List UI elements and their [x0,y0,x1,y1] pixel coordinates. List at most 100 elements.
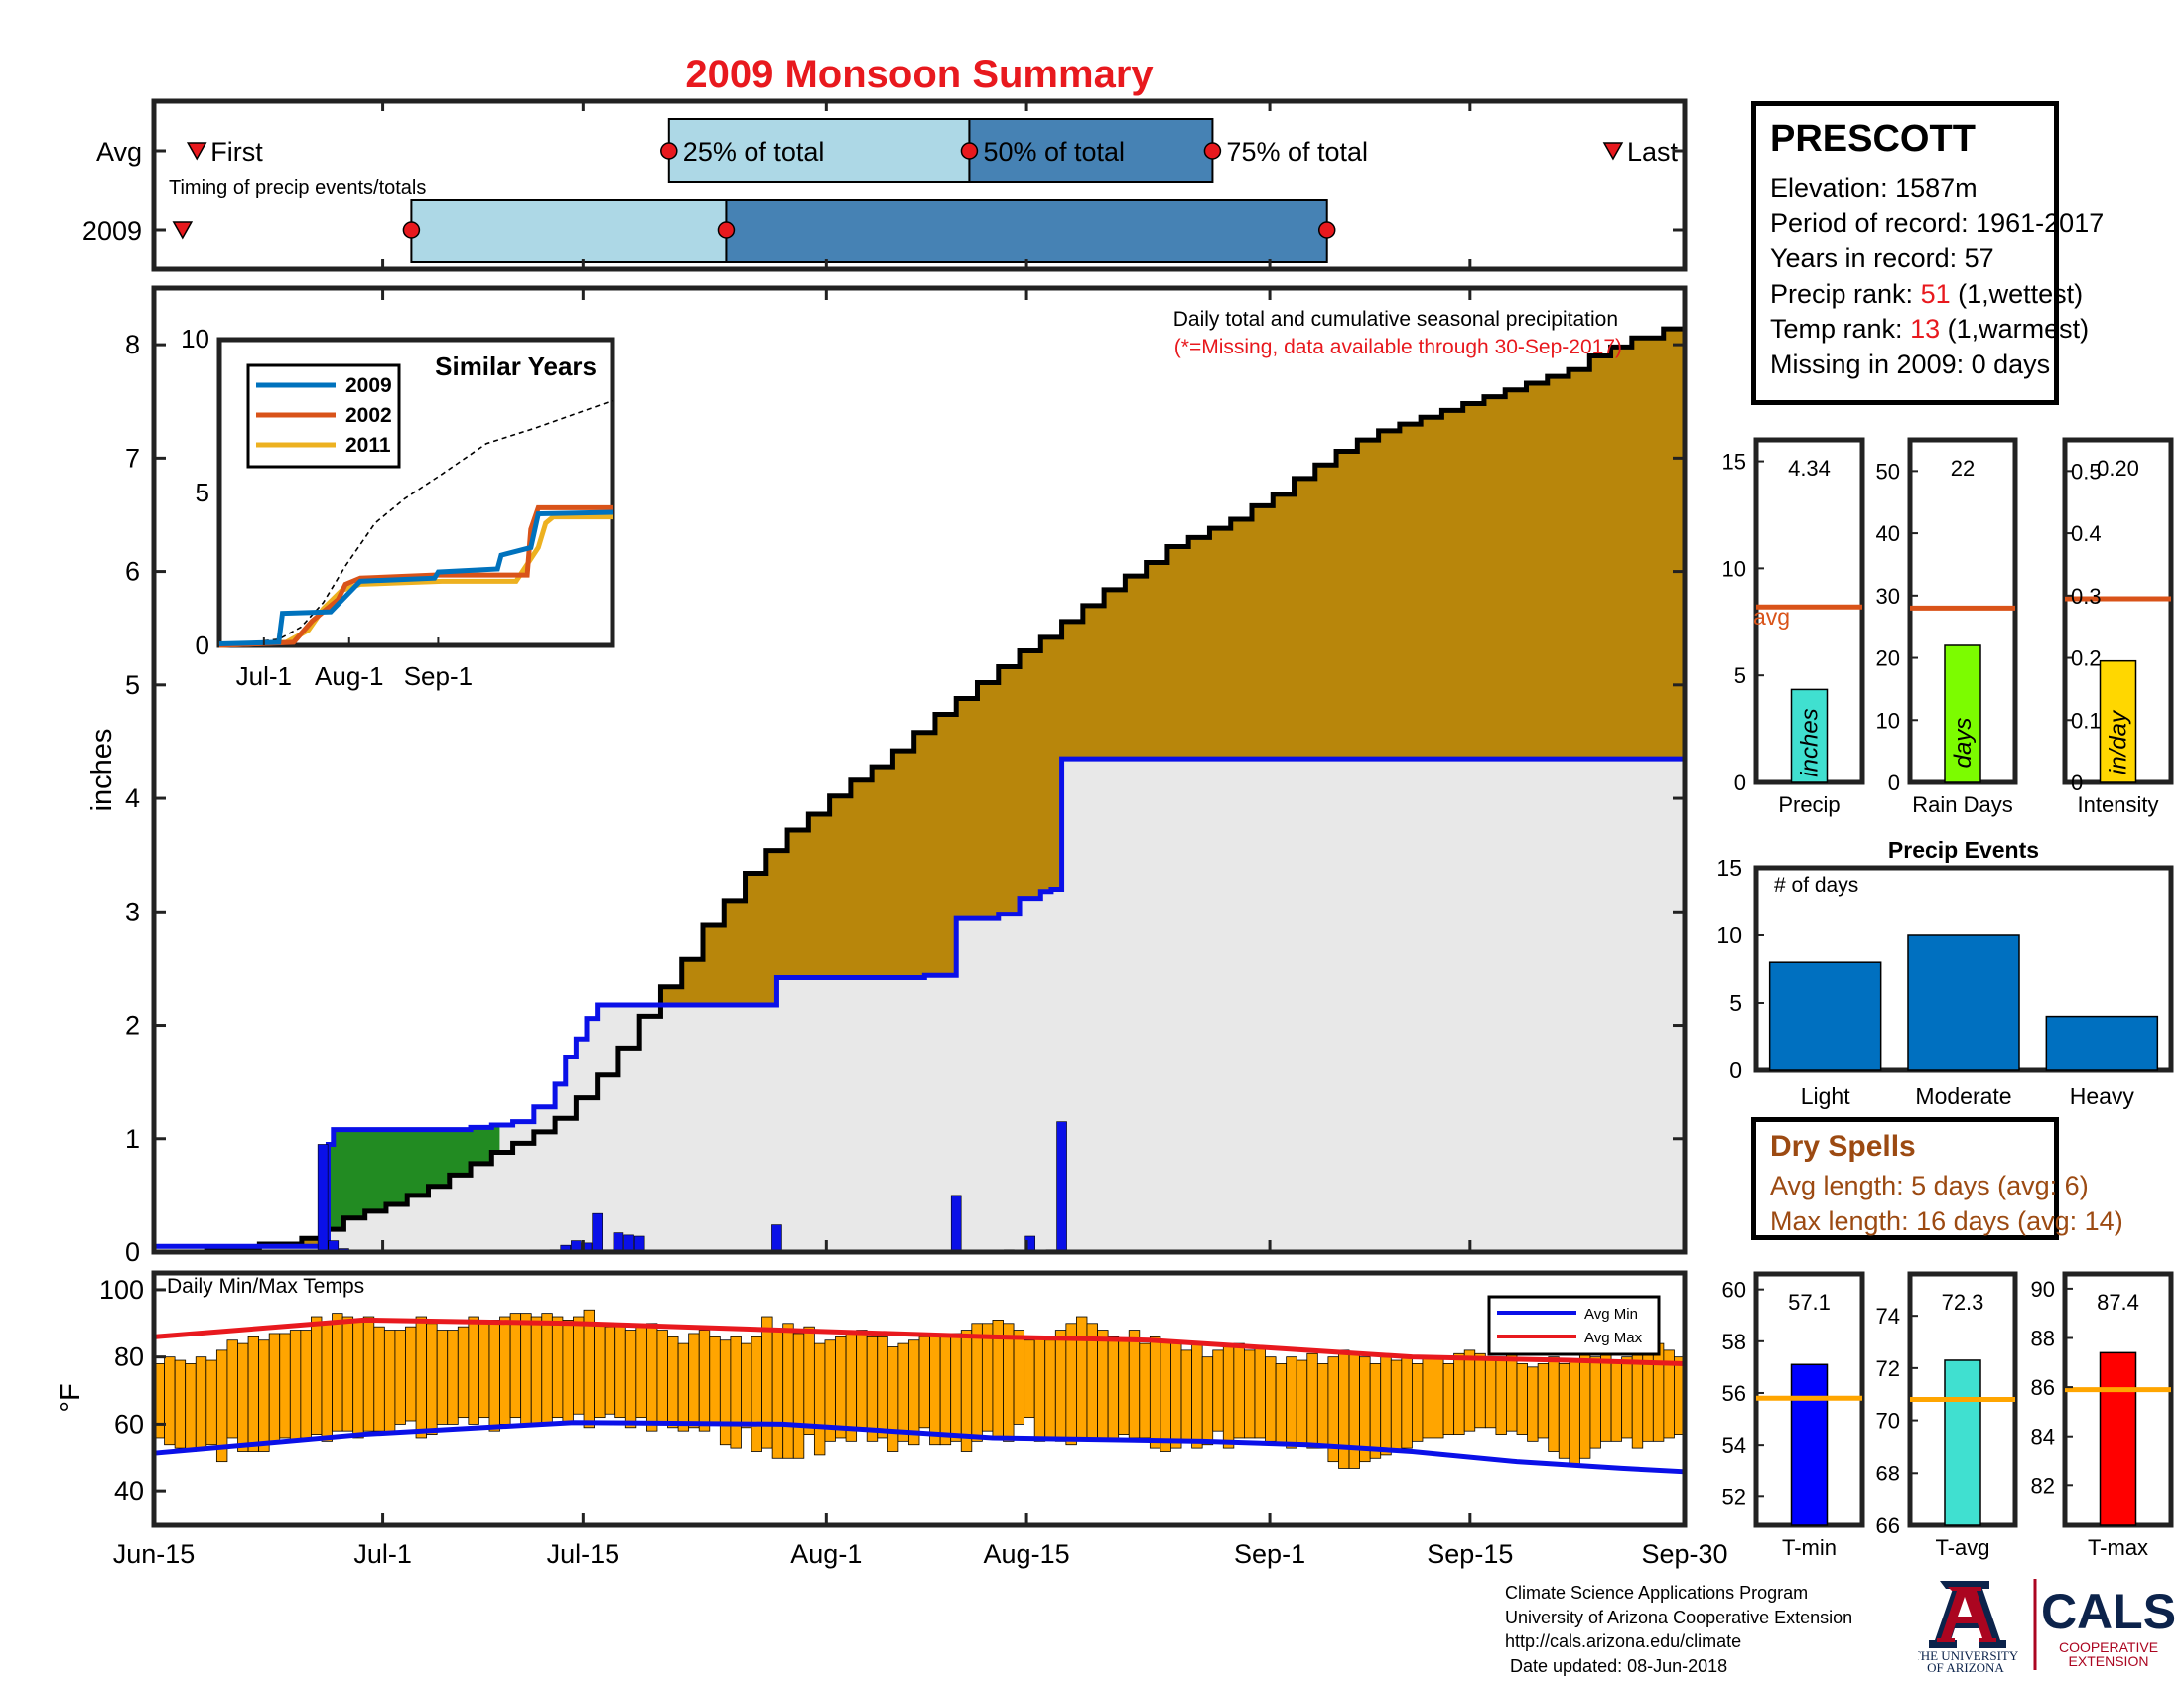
temp-range-bar-51 [688,1333,700,1429]
temp-range-bar-127 [1484,1359,1497,1429]
temp-range-bar-2 [174,1359,187,1449]
temp-range-bar-15 [311,1316,323,1435]
tavg_bar-ylabel: 66 [1876,1513,1900,1538]
tmin_bar-bar [1790,1363,1829,1526]
temp-range-bar-82 [1013,1330,1025,1425]
temp-range-bar-26 [426,1323,438,1435]
temp-range-bar-56 [741,1342,752,1429]
y-tick-label: 2 [125,1011,140,1041]
temp-range-bar-61 [792,1333,805,1459]
temp-range-bar-21 [373,1326,385,1432]
temp-range-bar-109 [1296,1359,1308,1446]
inset-y-label: 0 [196,631,209,660]
temp-frame [151,1270,1688,1528]
y-tick-label: 1 [125,1124,140,1154]
tmin_bar-ylabel: 56 [1722,1381,1746,1406]
tmax_bar-ylabel: 82 [2031,1474,2055,1498]
inset-title: Similar Years [435,352,597,381]
temp-range-bar-73 [918,1336,930,1429]
tavg_bar-category: T-avg [1935,1535,1989,1560]
temp-range-bar-8 [237,1342,249,1452]
precip_bar-category: Precip [1778,792,1840,817]
temp-range-bar-85 [1044,1339,1056,1439]
temp-range-bar-65 [835,1336,847,1439]
temp-range-bar-79 [981,1323,994,1432]
temp-range-bar-119 [1401,1356,1413,1449]
temp-range-bar-47 [645,1323,658,1432]
temp-range-bar-42 [594,1323,606,1419]
temp-range-bar-134 [1558,1363,1570,1459]
precip-events-panel: Light Moderate Heavy 0 5 10 15 Precip Events # o… [1716,837,2174,1109]
temp-range-bar-76 [950,1333,962,1442]
temp-range-bar-34 [509,1313,522,1419]
temp-range-bar-83 [1024,1339,1035,1419]
daily-precip-bar-7 [592,1212,603,1253]
precip_bar-ylabel: 10 [1722,556,1746,581]
tmin_bar-value: 57.1 [1788,1290,1831,1315]
temp-range-bar-124 [1453,1352,1465,1435]
q75-label: 75% of total [1226,137,1368,167]
above-average-area [328,1125,500,1230]
temp-range-bar-96 [1160,1339,1171,1452]
year-q25-marker [402,221,421,239]
ua-logo-line1: THE UNIVERSITY [1918,1648,2019,1663]
temp-range-bar-35 [520,1313,532,1425]
temp-range-bar-69 [877,1336,888,1439]
y-tick-label: 4 [125,783,140,813]
first-label: First [210,137,263,167]
raindays_bar-unit: days [1950,718,1977,769]
tavg_bar-ylabel: 72 [1876,1356,1900,1381]
year-q25-q50-box [410,199,728,263]
temp-range-bar-10 [258,1339,270,1452]
avg-max-line [153,1317,1686,1366]
temp-range-bar-7 [226,1339,238,1439]
temp-range-bar-38 [551,1316,564,1419]
intensity_bar-ylabel: 0.4 [2071,521,2102,546]
events-ylabel: 10 [1716,922,1742,948]
raindays_bar-ylabel: 0 [1888,771,1900,795]
temp-range-bar-104 [1244,1349,1256,1439]
intensity_bar-value: 0.20 [2097,456,2139,481]
temp-range-bar-36 [530,1316,543,1425]
temp-range-bar-9 [247,1336,260,1452]
temp-range-bar-92 [1118,1339,1130,1435]
tmax_bar-ylabel: 84 [2031,1425,2055,1450]
temp-range-bar-100 [1201,1356,1214,1446]
legend-label-avg-max: Avg Max [1584,1330,1643,1346]
daily-temps-panel: Jun-15 Jul-1 Jul-15 Aug-1 Aug-15 Sep-1 Sep-15 S… [55,1270,1728,1569]
y-tick-label: 8 [125,330,140,359]
temp-range-bar-1 [164,1356,176,1446]
temp-range-bar-31 [478,1323,490,1419]
temp-range-bar-22 [383,1330,396,1435]
temp-range-bar-95 [1149,1336,1161,1449]
temp-range-bar-59 [771,1330,784,1459]
y-tick-label: 5 [125,670,140,700]
temp-range-bar-70 [887,1346,899,1452]
temp-legend-box [1487,1295,1661,1356]
temp-range-bar-118 [1390,1359,1403,1452]
temp-y-label: 60 [114,1409,144,1439]
temp-range-bar-90 [1097,1330,1109,1439]
inset-y-label: 5 [196,478,209,507]
precip-rank: Precip rank: 51 (1,wettest) [1770,277,2083,313]
temp-range-bar-87 [1065,1323,1077,1446]
raindays_bar-value: 22 [1951,456,1975,481]
tmax_bar-ylabel: 88 [2031,1326,2055,1350]
avg-first-marker [186,142,207,161]
inset-line-2002 [218,504,613,648]
intensity_bar-ylabel: 0.1 [2071,708,2102,733]
temp-range-bar-5 [205,1359,217,1446]
year-q50-marker [717,221,736,239]
year-q75-marker [1317,221,1336,239]
temp-range-bar-45 [624,1330,637,1429]
temp-range-bar-20 [362,1316,375,1432]
temp-y-axis-label: °F [55,1383,86,1412]
y-axis-label: inches [86,729,118,812]
temp-range-bar-39 [562,1320,574,1425]
avg-q75-marker [1203,142,1222,160]
temp-range-bar-23 [394,1330,406,1425]
raindays_bar-ylabel: 20 [1876,646,1900,671]
temp-range-bar-133 [1548,1356,1560,1452]
temp-y-label: 40 [114,1477,144,1506]
raindays_bar-ylabel: 30 [1876,584,1900,609]
